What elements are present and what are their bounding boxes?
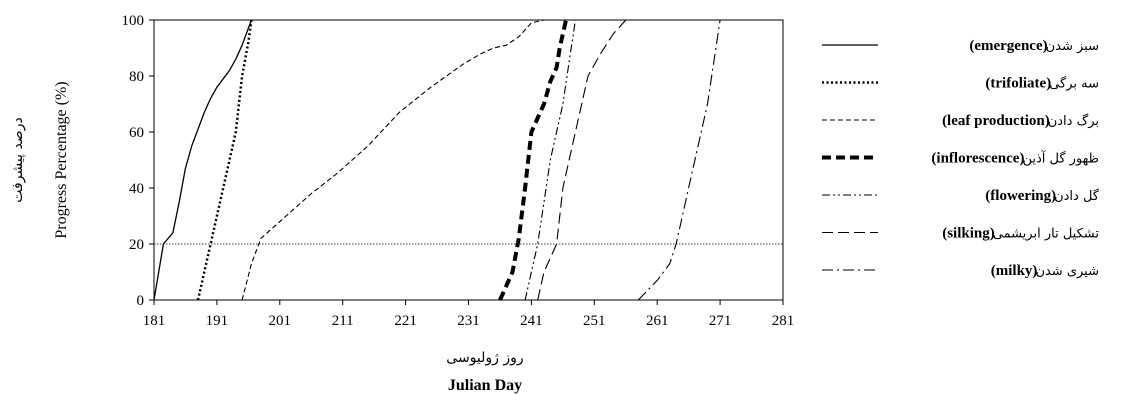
legend-label-en: (leaf production) — [942, 113, 1050, 129]
legend-label-fa: ظهور گل آذین — [1022, 150, 1099, 167]
x-tick-label: 261 — [646, 313, 669, 329]
x-tick-label: 271 — [709, 313, 732, 329]
legend-label-en: (trifoliate) — [985, 76, 1051, 92]
legend-label-en: (inflorescence) — [931, 151, 1024, 167]
y-axis-label-fa: درصد پیشرفت — [10, 117, 26, 202]
x-tick-label: 191 — [206, 313, 229, 329]
legend-label-en: (emergence) — [969, 38, 1047, 54]
y-tick-label: 40 — [129, 181, 144, 197]
y-tick-label: 60 — [129, 125, 144, 141]
x-axis-label: Julian Day — [448, 377, 522, 394]
x-tick-label: 231 — [457, 313, 480, 329]
series-line-3 — [498, 19, 568, 301]
y-tick-label: 100 — [122, 13, 145, 29]
legend-label-en: (milky) — [991, 263, 1038, 279]
legend-entry-3: (inflorescence)ظهور گل آذین — [931, 150, 1099, 167]
y-tick-label: 20 — [129, 237, 144, 253]
legend-label-fa: گل دادن — [1054, 188, 1100, 204]
series-line-2 — [241, 19, 557, 301]
x-tick-label: 241 — [520, 313, 543, 329]
legend-label-en: (silking) — [942, 226, 995, 242]
plot-frame — [153, 19, 784, 301]
x-tick-label: 211 — [332, 313, 354, 329]
legend-entry-2: (leaf production)برگ دادن — [942, 112, 1099, 129]
legend-entry-1: (trifoliate)سه برگی — [985, 76, 1099, 92]
series-line-0 — [153, 19, 253, 301]
legend-label-fa: برگ دادن — [1048, 112, 1099, 129]
x-tick-label: 251 — [583, 313, 606, 329]
x-tick-label: 201 — [269, 313, 292, 329]
legend-label-fa: تشکیل تار ابریشمی — [993, 227, 1100, 242]
series-line-5 — [537, 19, 627, 301]
x-tick-label: 281 — [772, 313, 795, 329]
legend-label-fa: شیری شدن — [1035, 264, 1099, 279]
x-axis-label-fa: روز ژولیوسی — [446, 350, 523, 366]
y-tick-label: 80 — [129, 69, 144, 85]
legend-entry-4: (flowering)گل دادن — [985, 188, 1100, 204]
legend-entry-5: (silking)تشکیل تار ابریشمی — [942, 226, 1099, 242]
legend-label-en: (flowering) — [985, 188, 1056, 204]
series-line-1 — [196, 19, 253, 301]
y-tick-label: 0 — [137, 293, 145, 309]
legend-label-fa: سبز شدن — [1046, 39, 1099, 54]
legend-entry-6: (milky)شیری شدن — [991, 263, 1099, 279]
legend-label-fa: سه برگی — [1049, 76, 1099, 92]
x-tick-label: 181 — [143, 313, 166, 329]
x-tick-label: 221 — [394, 313, 417, 329]
series-line-6 — [637, 19, 721, 301]
y-axis-label: Progress Percentage (%) — [53, 81, 70, 238]
legend-entry-0: (emergence)سبز شدن — [969, 38, 1099, 54]
series-line-4 — [524, 19, 576, 301]
